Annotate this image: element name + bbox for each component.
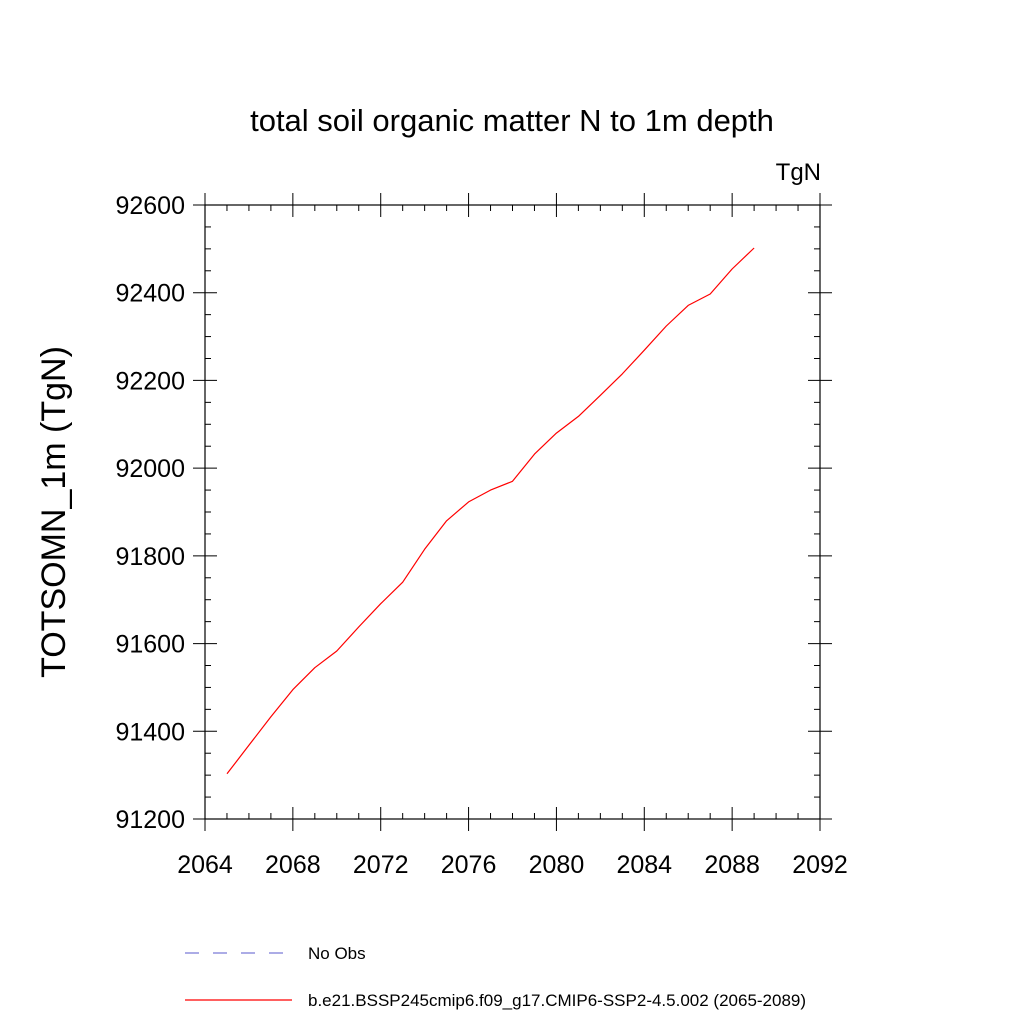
x-tick-label: 2092 <box>792 851 848 879</box>
tick-labels: 2064 2068 2072 2076 2080 2084 2088 2092 91200 914… <box>115 192 847 879</box>
y-tick-label: 92000 <box>115 455 185 483</box>
units-label: TgN <box>776 159 821 186</box>
axis-ticks <box>193 193 832 831</box>
y-tick-label: 92200 <box>115 367 185 395</box>
y-tick-label: 91600 <box>115 631 185 659</box>
chart-title: total soil organic matter N to 1m depth <box>250 103 774 138</box>
x-tick-label: 2064 <box>177 851 233 879</box>
legend-label-no-obs: No Obs <box>308 944 366 963</box>
x-tick-label: 2076 <box>441 851 497 879</box>
x-tick-label: 2068 <box>265 851 321 879</box>
y-tick-label: 91400 <box>115 718 185 746</box>
x-tick-label: 2080 <box>529 851 585 879</box>
y-tick-label: 91200 <box>115 806 185 834</box>
y-tick-label: 92600 <box>115 192 185 220</box>
series-layer <box>226 247 755 775</box>
y-tick-label: 91800 <box>115 543 185 571</box>
plot-frame <box>204 204 821 820</box>
y-axis-label: TOTSOMN_1m (TgN) <box>35 346 73 678</box>
x-tick-label: 2088 <box>704 851 760 879</box>
y-tick-label: 92400 <box>115 280 185 308</box>
x-tick-label: 2084 <box>616 851 672 879</box>
x-tick-label: 2072 <box>353 851 409 879</box>
series-line <box>226 247 755 775</box>
legend: No Obs b.e21.BSSP245cmip6.f09_g17.CMIP6-… <box>185 944 806 1010</box>
legend-label-case: b.e21.BSSP245cmip6.f09_g17.CMIP6-SSP2-4.… <box>308 991 806 1010</box>
